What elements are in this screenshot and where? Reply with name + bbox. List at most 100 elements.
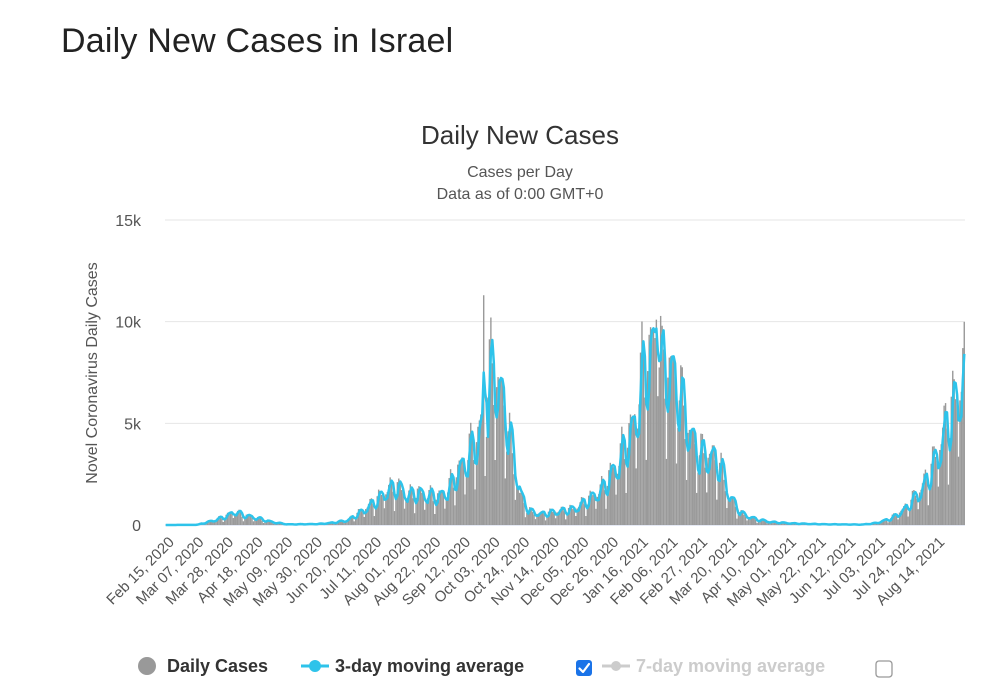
bar-daily-cases — [531, 512, 534, 525]
bar-daily-cases — [894, 514, 896, 525]
bar-daily-cases — [916, 498, 918, 525]
bar-daily-cases — [954, 399, 957, 525]
bar-daily-cases — [963, 321, 965, 525]
bar-daily-cases — [933, 446, 935, 525]
bar-daily-cases — [901, 508, 904, 525]
bar-daily-cases — [629, 414, 632, 525]
bar-daily-cases — [590, 492, 593, 525]
bar-daily-cases — [605, 508, 607, 525]
bar-daily-cases — [723, 479, 725, 525]
bar-daily-cases — [897, 519, 899, 525]
bar-daily-cases — [580, 497, 583, 525]
bar-daily-cases — [776, 524, 778, 525]
bar-daily-cases — [782, 522, 784, 525]
bar-daily-cases — [615, 494, 617, 525]
bar-daily-cases — [543, 513, 545, 525]
bar-daily-cases — [375, 505, 377, 525]
bar-daily-cases — [390, 479, 393, 525]
bar-daily-cases — [454, 505, 456, 525]
bar-daily-cases — [654, 338, 656, 525]
bar-daily-cases — [377, 489, 380, 525]
bar-daily-cases — [634, 414, 636, 525]
bar-daily-cases — [562, 506, 564, 525]
bar-daily-cases — [917, 509, 919, 525]
bar-daily-cases — [671, 355, 673, 525]
bar-daily-cases — [223, 517, 226, 525]
bar-daily-cases — [526, 512, 528, 525]
bar-daily-cases — [556, 512, 558, 525]
bar-daily-cases — [365, 509, 367, 525]
bar-daily-cases — [265, 520, 268, 525]
bar-daily-cases — [379, 490, 381, 525]
bar-daily-cases — [670, 356, 672, 525]
bar-daily-cases — [598, 494, 600, 525]
bar-daily-cases — [596, 496, 599, 525]
bar-daily-cases — [262, 522, 265, 525]
bar-daily-cases — [667, 377, 669, 525]
bar-daily-cases — [255, 518, 258, 525]
bar-daily-cases — [572, 509, 574, 525]
bar-daily-cases — [941, 427, 944, 525]
bar-daily-cases — [588, 495, 590, 525]
bar-daily-cases — [775, 522, 777, 525]
bar-daily-cases — [471, 438, 473, 525]
bar-daily-cases — [710, 451, 712, 525]
bar-daily-cases — [616, 473, 619, 525]
bar-daily-cases — [482, 295, 485, 525]
legend-item-daily-cases[interactable]: Daily Cases — [138, 656, 268, 676]
bar-daily-cases — [552, 512, 554, 525]
bar-daily-cases — [649, 327, 652, 525]
legend: Daily Cases 3-day moving average 7-day m… — [138, 656, 893, 678]
bar-daily-cases — [457, 464, 459, 525]
bar-daily-cases — [585, 516, 587, 525]
bar-daily-cases — [957, 456, 960, 525]
bar-daily-cases — [439, 491, 442, 525]
bar-daily-cases — [393, 511, 396, 525]
bar-daily-cases — [672, 357, 675, 525]
bar-daily-cases — [212, 522, 214, 525]
bar-daily-cases — [475, 442, 478, 525]
bar-daily-cases — [494, 460, 496, 525]
bar-daily-cases — [400, 490, 403, 525]
bar-daily-cases — [910, 499, 912, 525]
bar-daily-cases — [921, 483, 924, 525]
bar-daily-cases — [464, 494, 466, 525]
bar-daily-cases — [399, 483, 401, 525]
bar-daily-cases — [341, 521, 344, 525]
bar-daily-cases — [907, 516, 909, 525]
bar-daily-cases — [467, 460, 469, 525]
legend-circle-marker — [138, 657, 156, 675]
legend-item-7-day-average[interactable]: 7-day moving average — [602, 656, 825, 676]
bar-daily-cases — [690, 430, 692, 525]
bar-daily-cases — [221, 518, 223, 525]
bar-daily-cases — [592, 495, 594, 525]
bar-daily-cases — [678, 400, 681, 525]
bar-daily-cases — [887, 522, 889, 525]
bar-daily-cases — [252, 521, 255, 525]
bar-daily-cases — [674, 377, 676, 525]
bar-daily-cases — [706, 492, 708, 525]
checkbox-7-day-average[interactable] — [875, 660, 893, 678]
legend-circle-marker — [309, 660, 321, 672]
checkbox-3-day-average[interactable] — [576, 660, 592, 676]
bar-daily-cases — [636, 428, 639, 525]
legend-item-3-day-average[interactable]: 3-day moving average — [301, 656, 524, 676]
bar-daily-cases — [668, 357, 671, 525]
bar-daily-cases — [675, 463, 678, 525]
bar-daily-cases — [695, 492, 698, 525]
bar-daily-cases — [753, 517, 755, 525]
bar-daily-cases — [602, 479, 604, 525]
bar-daily-cases — [911, 490, 914, 525]
bar-daily-cases — [595, 508, 597, 525]
bar-daily-cases — [380, 494, 383, 525]
bar-daily-cases — [927, 505, 929, 525]
bar-daily-cases — [236, 510, 239, 525]
bar-daily-cases — [943, 405, 945, 525]
bar-daily-cases — [767, 522, 770, 525]
y-tick-label: 0 — [132, 518, 141, 535]
bar-daily-cases — [652, 327, 655, 525]
bar-daily-cases — [740, 510, 742, 525]
chart-title: Daily New Cases — [421, 120, 619, 150]
bar-daily-cases — [228, 512, 230, 525]
bar-daily-cases — [658, 367, 660, 525]
